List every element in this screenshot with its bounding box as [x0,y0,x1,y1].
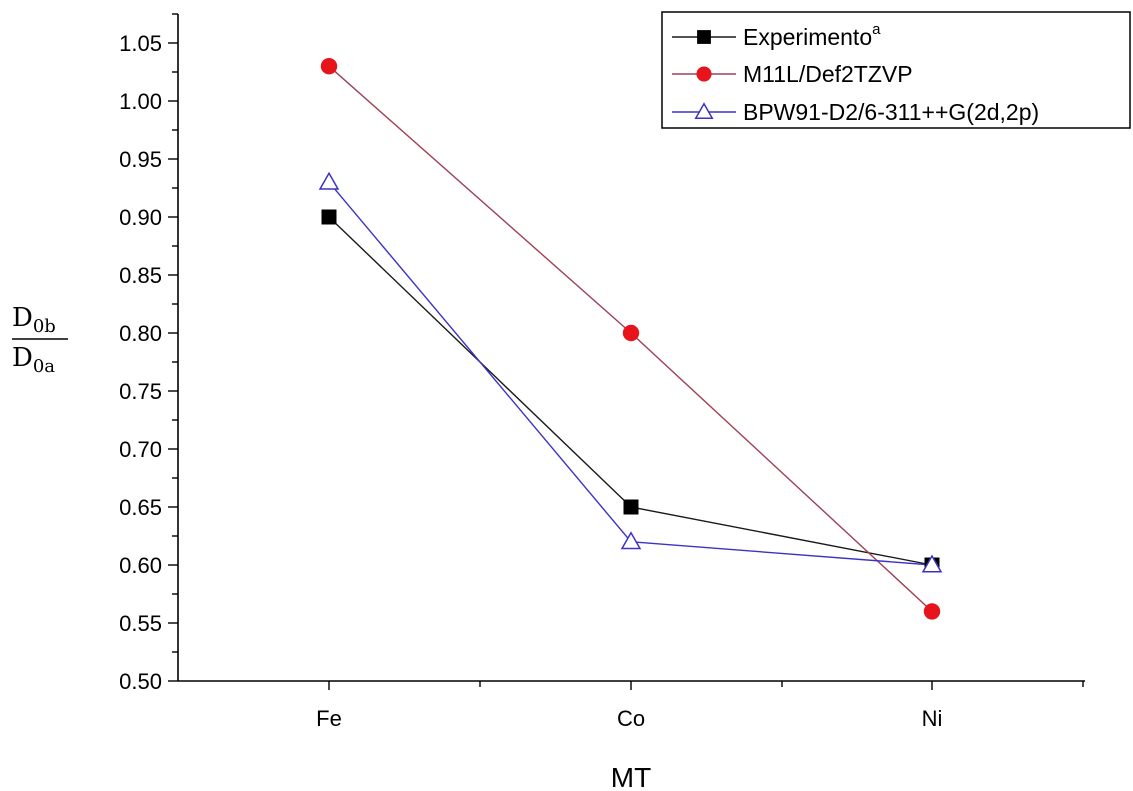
axes: 0.50 0.55 0.60 0.65 0.70 0.75 0.80 0.85 0.90 0.95… [119,13,1085,731]
x-axis-title: MT [611,762,651,791]
data-point-triangle-fe [318,171,340,190]
y-title-numerator: D [12,303,33,333]
y-tick-label: 0.50 [119,669,162,694]
data-point-square-fe [321,209,337,225]
legend-label-0: Experimentoa [743,21,881,50]
series-markers [318,57,943,620]
y-tick-label: 0.80 [119,321,162,346]
y-tick-label: 0.75 [119,379,162,404]
y-title-denominator: D [12,343,33,373]
svg-text:D0b: D0b [12,303,56,337]
data-point-circle-fe [320,57,338,75]
y-title-denominator-sub: 0a [33,356,55,377]
legend-frame [661,11,1131,129]
y-tick-label: 1.05 [119,31,162,56]
y-tick-label: 0.85 [119,263,162,288]
svg-text:D0a: D0a [12,343,55,377]
data-point-square-co [623,499,639,515]
y-tick-label: 0.70 [119,437,162,462]
y-tick-label: 0.95 [119,147,162,172]
y-tick-label: 1.00 [119,89,162,114]
data-point-triangle-co [620,531,642,550]
legend-marker-square [697,30,711,44]
legend-label-superscript: a [872,21,881,38]
y-tick-label: 0.55 [119,611,162,636]
y-tick-label: 0.90 [119,205,162,230]
x-tick-label-ni: Ni [922,706,943,731]
x-tick-label-fe: Fe [316,706,342,731]
legend: Experimentoa M11L/Def2TZVP BPW91-D2/6-311+… [661,11,1131,129]
y-title-numerator-sub: 0b [33,316,56,337]
data-point-triangle-ni [921,554,943,573]
y-tick-label: 0.60 [119,553,162,578]
y-tick-label: 0.65 [119,495,162,520]
legend-marker-circle [696,66,712,82]
data-point-circle-co [622,324,640,342]
legend-marker-triangle [694,102,714,119]
legend-label-2: BPW91-D2/6-311++G(2d,2p) [743,99,1039,125]
legend-label-1: M11L/Def2TZVP [743,61,913,87]
y-axis-title: D0b D0a [12,303,68,377]
x-tick-label-co: Co [617,706,645,731]
data-point-circle-ni [923,603,941,620]
